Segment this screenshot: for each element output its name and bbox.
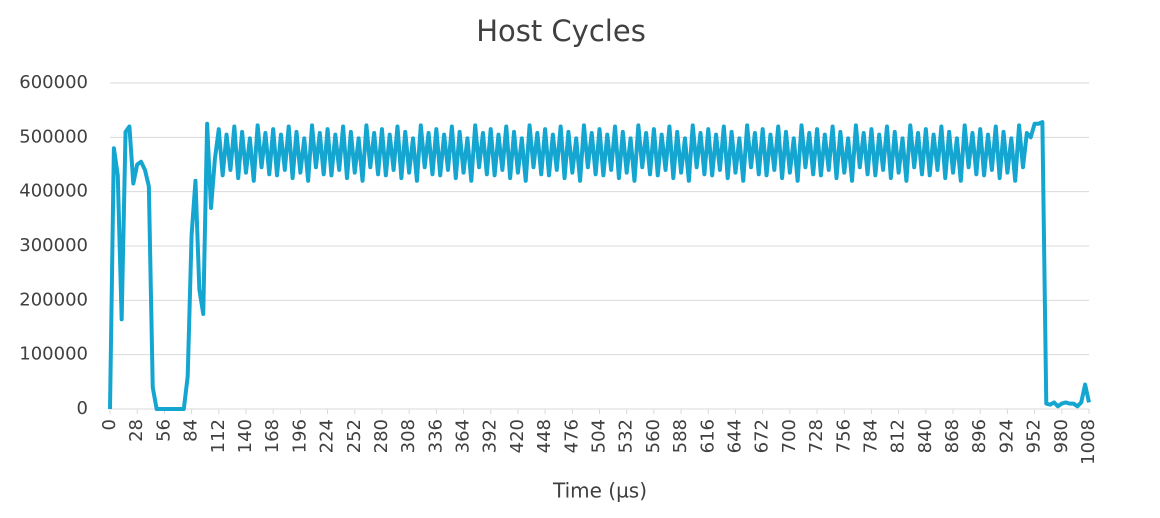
x-tick-label: 504 [589, 419, 610, 453]
x-tick-label: 336 [425, 419, 446, 453]
x-tick-label: 140 [235, 419, 256, 453]
x-tick-label: 0 [99, 419, 120, 430]
y-tick-label: 100000 [19, 344, 88, 365]
x-tick-label: 196 [289, 419, 310, 453]
x-axis-label: Time (µs) [552, 479, 647, 503]
x-tick-label: 532 [616, 419, 637, 453]
x-tick-label: 308 [398, 419, 419, 453]
x-tick-label: 280 [371, 419, 392, 453]
x-tick-label: 420 [507, 419, 528, 453]
y-tick-label: 0 [77, 398, 88, 419]
y-tick-label: 400000 [19, 181, 88, 202]
x-tick-label: 28 [126, 419, 147, 442]
x-tick-label: 112 [208, 419, 229, 453]
x-tick-label: 224 [317, 419, 338, 453]
x-tick-label: 700 [779, 419, 800, 453]
x-tick-label: 952 [1024, 419, 1045, 453]
x-tick-label: 840 [915, 419, 936, 453]
data-line [108, 120, 1091, 411]
x-tick-label: 364 [453, 419, 474, 453]
x-tick-label: 756 [833, 419, 854, 453]
x-tick-label: 784 [860, 419, 881, 453]
x-tick-label: 476 [561, 419, 582, 453]
x-tick-label: 588 [670, 419, 691, 453]
x-tick-label: 56 [153, 419, 174, 442]
x-tick-label: 448 [534, 419, 555, 453]
x-tick-label: 868 [942, 419, 963, 453]
x-tick-label: 84 [181, 419, 202, 442]
y-tick-label: 500000 [19, 126, 88, 147]
x-tick-label: 252 [344, 419, 365, 453]
x-tick-label: 392 [480, 419, 501, 453]
x-tick-label: 728 [806, 419, 827, 453]
chart-title: Host Cycles [476, 14, 646, 48]
x-tick-label: 672 [752, 419, 773, 453]
x-tick-label: 980 [1051, 419, 1072, 453]
x-tick-label: 616 [697, 419, 718, 453]
x-tick-label: 560 [643, 419, 664, 453]
x-tick-label: 168 [262, 419, 283, 453]
x-tick-label: 812 [888, 419, 909, 453]
y-tick-label: 200000 [19, 289, 88, 310]
x-tick-label: 1008 [1078, 419, 1099, 465]
y-tick-label: 600000 [19, 72, 88, 93]
x-tick-label: 644 [724, 419, 745, 453]
x-tick-label: 896 [969, 419, 990, 453]
y-tick-label: 300000 [19, 235, 88, 256]
x-tick-label: 924 [996, 419, 1017, 453]
